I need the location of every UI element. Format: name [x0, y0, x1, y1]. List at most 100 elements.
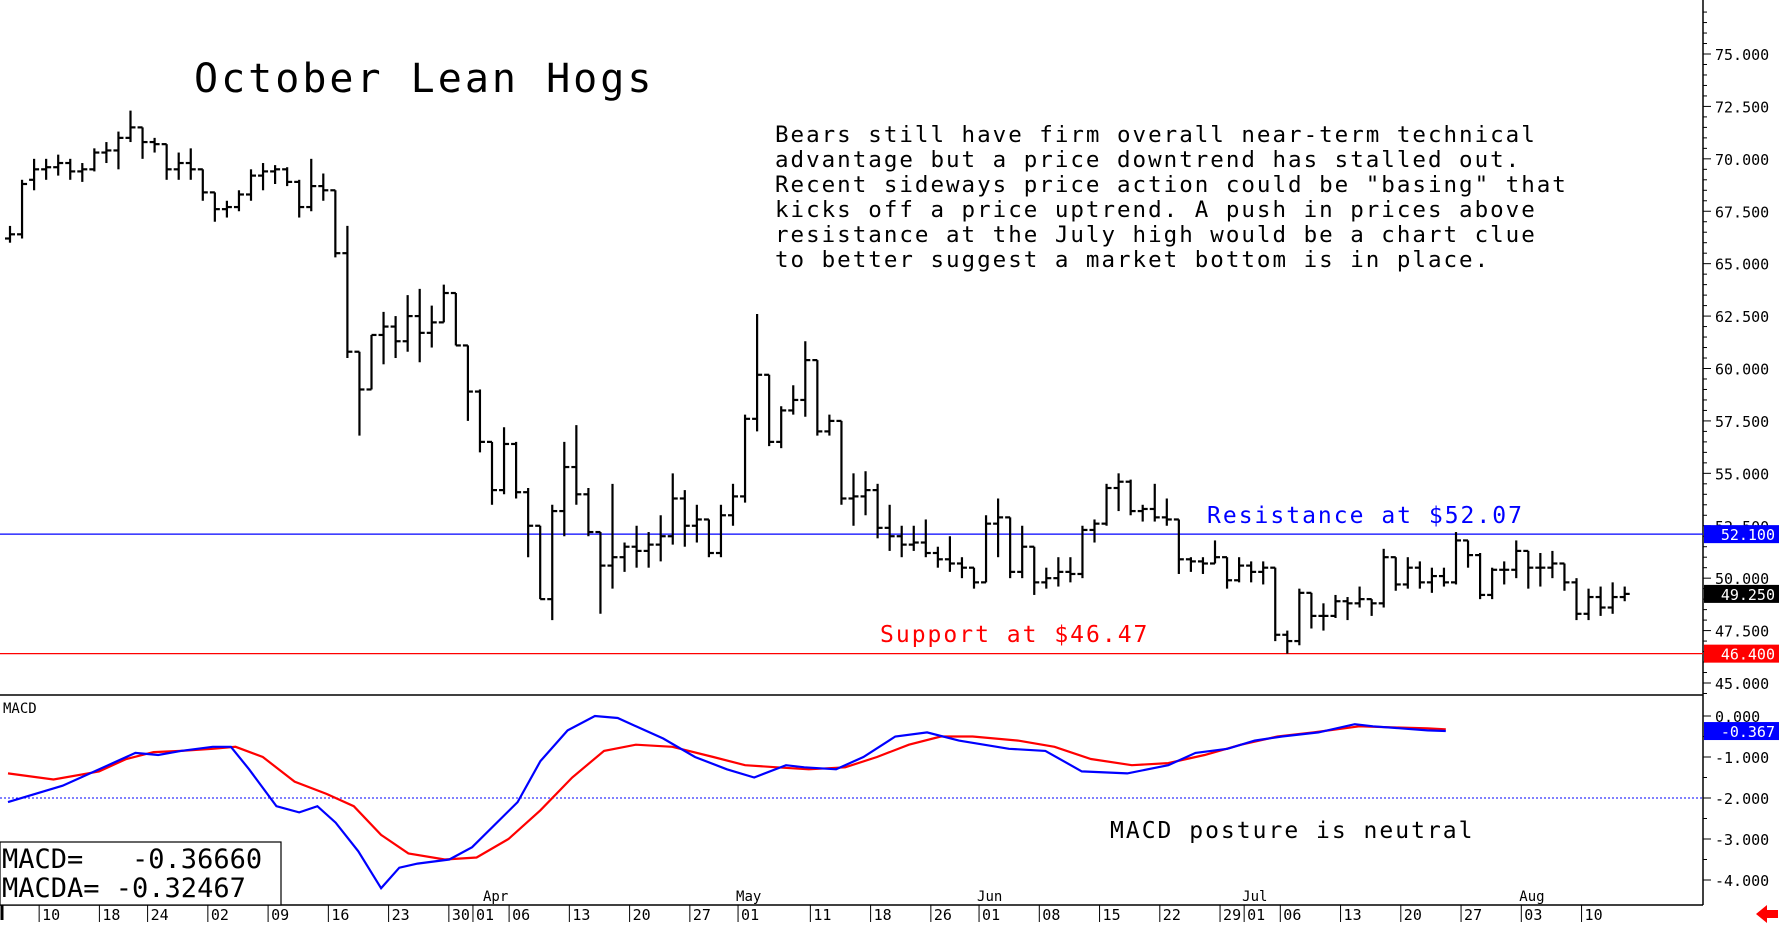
- macd-tick-label: -2.000: [1715, 790, 1769, 808]
- ohlc-bar: [1053, 557, 1064, 587]
- ohlc-bar: [667, 473, 678, 545]
- ohlc-bar: [1113, 473, 1124, 512]
- ohlc-bar: [1451, 532, 1461, 585]
- ohlc-bar: [209, 191, 220, 222]
- ohlc-bar: [282, 167, 293, 187]
- ohlc-bar: [1342, 597, 1353, 621]
- ohlc-bar: [715, 504, 726, 558]
- ohlc-bars: [5, 110, 1630, 654]
- x-day-label: 13: [1344, 906, 1362, 924]
- ohlc-bar: [535, 524, 546, 601]
- ohlc-bar: [1234, 557, 1245, 583]
- svg-text:52.100: 52.100: [1721, 526, 1775, 544]
- ohlc-bar: [523, 488, 534, 558]
- ohlc-bar: [547, 504, 558, 621]
- ohlc-bar: [414, 288, 425, 363]
- ohlc-bar: [872, 483, 883, 539]
- ohlc-bar: [149, 137, 160, 153]
- ohlc-bar: [511, 441, 522, 499]
- ohlc-bar: [824, 414, 835, 436]
- x-axis: 10 18 24 02 09 16 23 30 01 06 13 20 27 01 11 18 26 01 08 15…: [0, 889, 1603, 924]
- x-month-label: Aug: [1519, 889, 1544, 905]
- ohlc-bar: [246, 169, 256, 201]
- ohlc-bar: [1173, 518, 1184, 574]
- annotation-line: to better suggest a market bottom is in …: [775, 247, 1490, 273]
- ohlc-bar: [1583, 588, 1594, 621]
- ohlc-bar: [728, 483, 738, 526]
- price-tick-label: 67.500: [1715, 203, 1769, 221]
- support-label: Support at $46.47: [880, 622, 1149, 648]
- ohlc-bar: [884, 504, 895, 551]
- x-day-label: 10: [1585, 906, 1603, 924]
- ohlc-bar: [1017, 525, 1028, 579]
- ohlc-bar: [1366, 598, 1377, 616]
- resistance-value-badge: 52.100: [1704, 525, 1779, 544]
- ohlc-bar: [378, 311, 389, 365]
- x-day-label: 06: [1283, 906, 1301, 924]
- ohlc-bar: [776, 406, 787, 449]
- price-badges: 52.100 49.250 46.400: [1704, 525, 1779, 664]
- macd-tick-label: 0.000: [1715, 708, 1760, 726]
- x-day-label: 22: [1163, 906, 1181, 924]
- ohlc-bar: [402, 295, 413, 352]
- ohlc-bar: [1306, 591, 1317, 629]
- macd-line: [7, 714, 1446, 891]
- ohlc-bar: [1149, 483, 1160, 522]
- ohlc-bar: [318, 173, 329, 201]
- x-day-label: 30: [452, 906, 470, 924]
- x-day-label: 09: [271, 906, 289, 924]
- ohlc-bar: [1523, 549, 1534, 589]
- ohlc-bar: [173, 152, 184, 180]
- x-day-label: 23: [392, 906, 410, 924]
- macd-panel-title: MACD: [3, 701, 37, 717]
- ohlc-bar: [474, 389, 485, 453]
- x-day-label: 02: [211, 906, 229, 924]
- ohlc-bar: [1197, 557, 1208, 574]
- ohlc-bar: [812, 359, 823, 436]
- ohlc-bar: [1330, 594, 1341, 619]
- ohlc-bar: [1294, 588, 1305, 646]
- price-tick-label: 70.000: [1715, 151, 1769, 169]
- ohlc-bar: [1463, 539, 1474, 568]
- ohlc-bar: [197, 168, 208, 201]
- ohlc-bar: [1426, 567, 1437, 593]
- annotation-line: resistance at the July high would be a c…: [775, 222, 1537, 248]
- ohlc-bar: [462, 344, 473, 421]
- ohlc-bar: [294, 179, 305, 218]
- ohlc-bar: [113, 131, 124, 170]
- ohlc-bar: [908, 525, 919, 551]
- macd-tick-label: -4.000: [1715, 872, 1769, 890]
- price-tick-label: 65.000: [1715, 256, 1769, 274]
- x-day-label: 06: [512, 906, 530, 924]
- ohlc-bar: [1414, 561, 1425, 589]
- ohlc-bar: [1438, 567, 1449, 587]
- price-tick-label: 62.500: [1715, 308, 1769, 326]
- ohlc-bar: [607, 483, 618, 589]
- ohlc-bar: [1487, 567, 1498, 600]
- ohlc-bar: [944, 536, 955, 572]
- ohlc-bar: [595, 530, 606, 614]
- macda-readout-line: MACDA= -0.32467: [2, 873, 246, 904]
- ohlc-bar: [703, 518, 714, 558]
- scroll-arrow-icon[interactable]: [1756, 905, 1778, 923]
- ohlc-bar: [29, 158, 40, 191]
- ohlc-bar: [258, 163, 269, 191]
- ohlc-bar: [233, 190, 244, 212]
- annotation-text: Bears still have firm overall near-term …: [775, 122, 1568, 273]
- price-tick-label: 57.500: [1715, 413, 1769, 431]
- ohlc-bar: [1378, 548, 1389, 608]
- ohlc-bar: [1246, 561, 1257, 583]
- ohlc-bar: [125, 110, 136, 143]
- price-panel: 75.000 72.500 70.000 67.500 65.000 62.500 60.0…: [0, 11, 1779, 694]
- x-day-label: 18: [102, 906, 120, 924]
- x-day-label: 24: [151, 906, 169, 924]
- ohlc-bar: [53, 154, 64, 176]
- price-axis-ticks: 75.000 72.500 70.000 67.500 65.000 62.500 60.0…: [1703, 11, 1769, 694]
- ohlc-bar: [1125, 479, 1136, 516]
- svg-text:49.250: 49.250: [1721, 586, 1775, 604]
- ohlc-bar: [450, 291, 461, 347]
- x-month-label: Apr: [483, 889, 508, 905]
- ohlc-bar: [1619, 586, 1630, 602]
